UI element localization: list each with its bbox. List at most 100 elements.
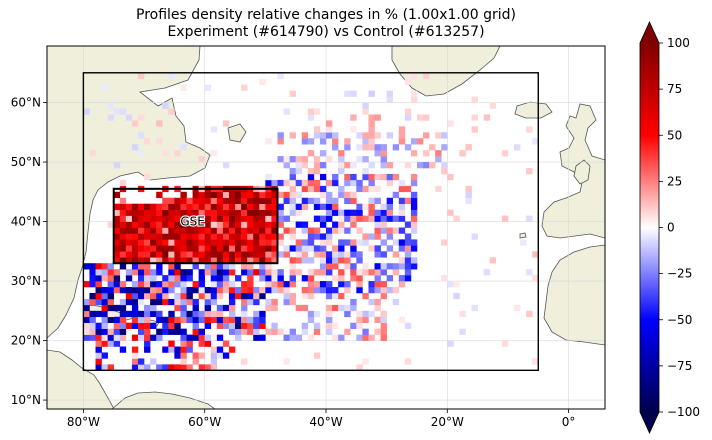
density-cell [101,84,108,91]
density-cell [271,251,278,258]
density-cell [313,328,321,335]
density-cell [319,269,327,276]
density-cell [131,364,139,371]
density-cell [289,257,296,264]
colorbar-extend-max [640,22,659,43]
density-cell [174,263,181,270]
density-cell [289,298,296,306]
density-cell [386,132,394,139]
colorbar-tick-label: 0 [667,221,675,235]
density-cell [532,138,539,145]
density-cell [222,233,230,240]
density-cell [350,304,357,312]
density-cell [89,310,96,318]
density-cell [423,162,430,169]
density-cell [156,281,163,288]
density-cell [119,281,127,288]
density-cell [380,334,387,341]
density-cell [326,287,333,294]
density-cell [222,275,230,282]
density-cell [374,185,381,193]
density-cell [332,334,339,341]
density-cell [374,144,381,151]
density-cell [350,251,357,258]
density-cell [326,233,333,240]
density-cell [307,239,315,246]
density-cell [265,138,272,145]
density-cell [137,257,145,264]
density-cell [131,269,139,276]
density-cell [295,167,303,175]
density-cell [326,132,333,139]
density-cell [125,215,133,222]
density-cell [228,263,236,270]
density-cell [338,245,345,252]
density-cell [344,173,351,181]
density-cell [241,316,248,324]
density-cell [332,292,339,300]
density-cell [344,257,351,264]
density-cell [180,257,187,264]
density-cell [216,197,224,204]
density-cell [210,316,218,324]
density-cell [216,263,224,270]
density-cell [162,328,169,335]
density-cell [344,215,351,222]
density-cell [338,269,345,276]
density-cell [350,90,357,97]
density-cell [241,191,248,199]
density-cell [162,364,169,371]
density-cell [265,197,272,204]
density-cell [350,215,357,222]
density-cell [89,292,96,300]
density-cell [119,203,127,210]
density-cell [222,239,230,246]
density-cell [144,173,151,181]
density-cell [362,358,369,365]
land-central-america [47,349,115,409]
density-cell [180,275,187,282]
density-cell [301,239,309,246]
density-cell [137,209,145,216]
density-cell [210,227,218,234]
density-cell [235,251,242,258]
density-cell [307,287,315,294]
density-cell [368,162,375,169]
density-cell [253,334,260,341]
density-cell [228,298,236,306]
density-cell [386,173,394,181]
density-cell [180,364,187,371]
density-cell [356,281,363,288]
density-cell [319,257,327,264]
density-cell [289,197,296,204]
land-europe [541,46,605,239]
density-cell [441,239,448,246]
density-cell [131,263,139,270]
density-cell [362,132,369,139]
density-cell [386,263,394,270]
density-cell [168,221,175,228]
density-cell [350,322,357,329]
density-cell [89,316,96,324]
density-cell [156,120,163,127]
density-cell [368,209,375,216]
density-cell [186,310,193,318]
density-cell [131,203,139,210]
density-cell [289,245,296,252]
density-cell [247,239,254,246]
density-cell [289,156,296,163]
density-cell [344,209,351,216]
density-cell [289,191,296,199]
density-cell [338,185,345,193]
density-cell [125,209,133,216]
density-cell [265,179,272,187]
density-cell [210,310,218,318]
density-cell [107,102,115,109]
density-cell [180,304,187,312]
density-cell [235,328,242,335]
density-cell [313,215,321,222]
density-cell [113,340,121,347]
density-cell [241,209,248,216]
density-cell [174,227,181,234]
density-cell [374,197,381,204]
